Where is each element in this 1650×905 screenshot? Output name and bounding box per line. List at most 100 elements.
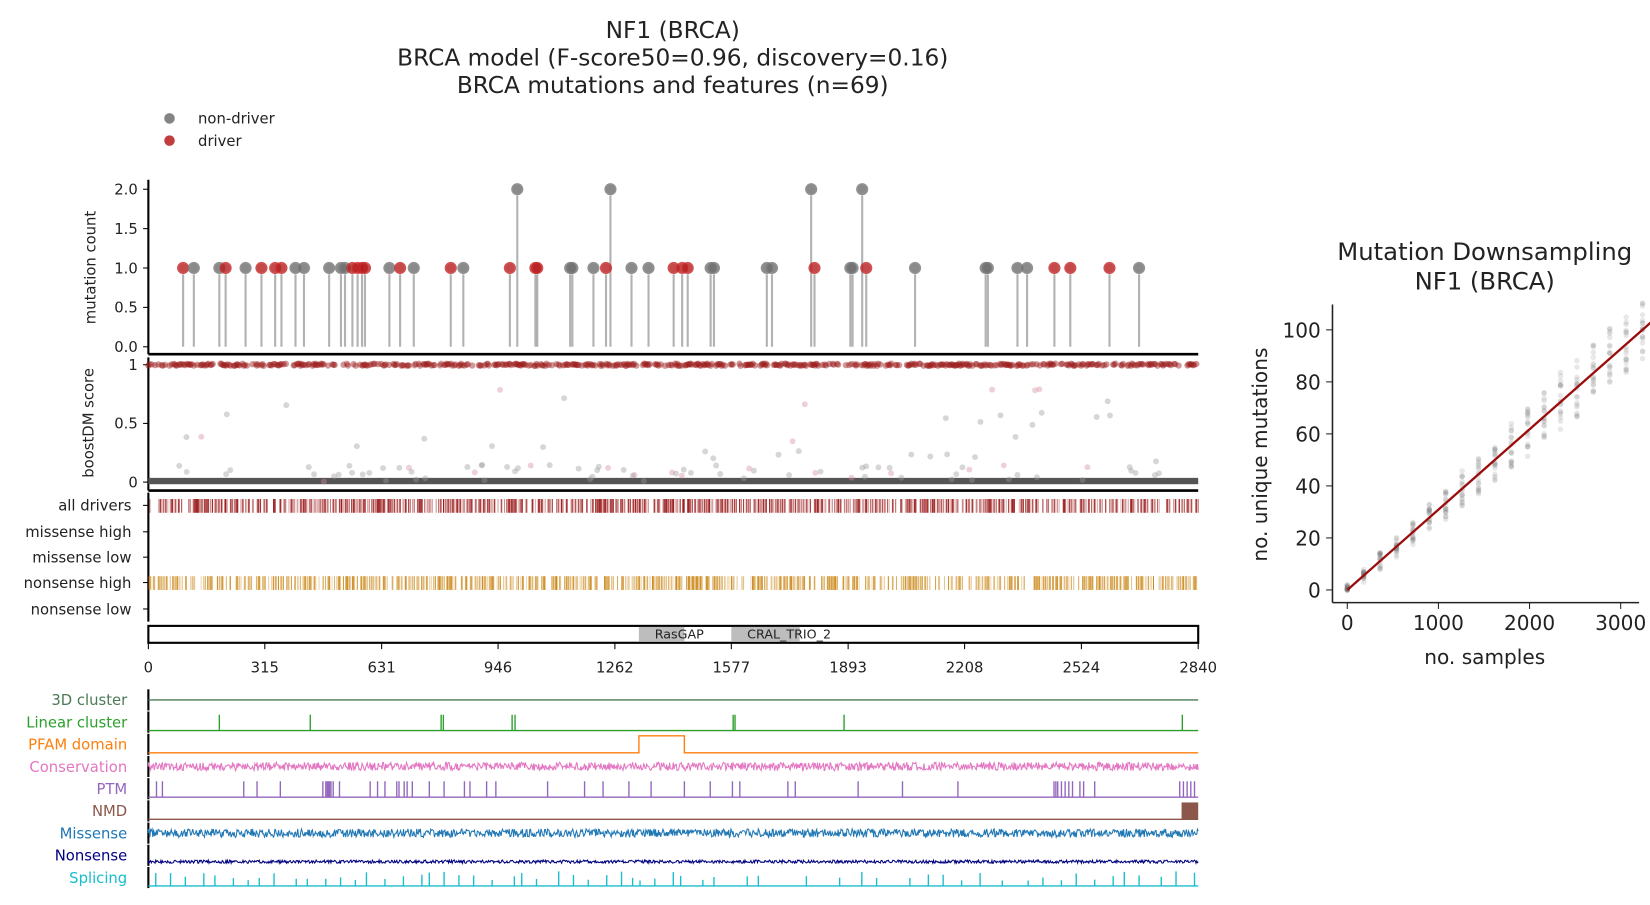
boostdm-point-driver — [708, 360, 715, 368]
boostdm-point — [1128, 467, 1135, 474]
boostdm-point-driver — [274, 362, 282, 369]
boostdm-point-driver — [749, 360, 756, 367]
downsampling-point — [1639, 335, 1646, 342]
downsampling-point — [1639, 340, 1646, 346]
boostdm-point-driver — [340, 361, 347, 368]
boostdm-point-driver — [457, 360, 465, 367]
boostdm-point-driver — [718, 362, 725, 369]
downsampling-point — [1524, 444, 1531, 450]
boostdm-point-driver — [1193, 360, 1200, 368]
x-tick-label: 2208 — [946, 659, 984, 676]
downsampling-point — [1377, 550, 1383, 556]
boostdm-point-driver — [996, 360, 1004, 368]
boostdm-point-driver — [447, 360, 455, 367]
boostdm-point-driver — [159, 362, 166, 369]
downsampling-point — [1410, 534, 1416, 541]
lollipop-head-non-driver — [856, 183, 869, 196]
downsampling-point — [1541, 430, 1547, 437]
boostdm-point-driver — [503, 361, 510, 369]
boostdm-point — [481, 477, 488, 484]
downsampling-point — [1377, 551, 1383, 558]
downsampling-point — [1541, 398, 1547, 404]
boostdm-point-driver — [930, 362, 937, 369]
boostdm-point — [413, 476, 420, 483]
boostdm-point-driver — [500, 361, 507, 369]
boostdm-point-driver — [942, 362, 949, 369]
downsampling-point — [1557, 373, 1564, 379]
boostdm-point — [380, 465, 386, 472]
boostdm-point — [514, 465, 521, 472]
downsampling-point — [1442, 506, 1449, 512]
boostdm-point-driver — [797, 361, 804, 369]
boostdm-point — [497, 386, 504, 393]
boostdm-point-driver — [1050, 361, 1057, 368]
boostdm-point-driver — [597, 362, 605, 369]
boostdm-point-driver — [239, 360, 246, 367]
downsampling-point — [1393, 551, 1400, 558]
boostdm-point-driver — [533, 360, 540, 368]
boostdm-point-driver — [314, 361, 322, 368]
boostdm-point-driver — [667, 361, 674, 368]
boostdm-point-driver — [582, 361, 589, 369]
boostdm-point-driver — [422, 360, 429, 368]
downsampling-point — [1524, 409, 1531, 415]
boostdm-point — [227, 467, 234, 474]
title-line-3: BRCA mutations and features (n=69) — [457, 72, 889, 99]
boostdm-point-driver — [199, 361, 206, 368]
boostdm-point-driver — [475, 362, 483, 369]
downsampling-point — [1492, 471, 1498, 478]
boostdm-point-driver — [781, 360, 789, 367]
x-tick-label: 1262 — [596, 659, 634, 676]
boostdm-point — [383, 477, 389, 484]
boostdm-point-driver — [1158, 360, 1166, 368]
boostdm-point-driver — [572, 361, 579, 368]
boostdm-point-driver — [848, 360, 855, 368]
boostdm-point — [710, 455, 717, 462]
boostdm-point-driver — [534, 362, 541, 369]
boostdm-point-driver — [443, 360, 450, 368]
boostdm-point-driver — [846, 361, 853, 369]
downsampling-point — [1623, 329, 1629, 335]
boostdm-point-driver — [1118, 362, 1126, 369]
boostdm-point-driver — [317, 361, 324, 368]
boostdm-point-driver — [374, 360, 382, 368]
boostdm-point-driver — [481, 362, 488, 369]
boostdm-point-driver — [927, 362, 934, 369]
boostdm-point-driver — [1157, 360, 1165, 368]
boostdm-point-driver — [830, 361, 837, 368]
boostdm-point-driver — [598, 361, 606, 368]
boostdm-point-driver — [507, 361, 515, 369]
boostdm-point-driver — [917, 360, 924, 367]
boostdm-point — [859, 464, 866, 471]
lollipop-head-non-driver — [587, 261, 600, 275]
boostdm-point-driver — [696, 361, 703, 369]
downsampling-point — [1393, 554, 1400, 560]
boostdm-point-driver — [569, 361, 577, 368]
boostdm-point-driver — [1188, 361, 1196, 368]
boostdm-point-driver — [932, 361, 939, 369]
downsampling-point — [1475, 456, 1482, 462]
boostdm-point — [775, 451, 782, 458]
boostdm-point-driver — [421, 361, 428, 368]
downsampling-point — [1541, 434, 1547, 441]
track-label-NMD: NMD — [92, 803, 127, 820]
boostdm-point-driver — [868, 361, 875, 368]
downsampling-point — [1426, 506, 1433, 513]
boostdm-point — [198, 433, 205, 440]
boostdm-point-driver — [209, 360, 216, 368]
boostdm-point-driver — [1064, 361, 1071, 368]
downsampling-point — [1426, 519, 1433, 526]
boostdm-point-driver — [1020, 362, 1027, 369]
boostdm-point-driver — [172, 362, 180, 369]
x-tick-label: 2840 — [1179, 659, 1217, 676]
boostdm-point-driver — [853, 361, 861, 368]
boostdm-point — [886, 464, 893, 471]
lollipop-head-driver — [255, 261, 268, 275]
boostdm-point-driver — [760, 360, 768, 367]
boostdm-point — [953, 471, 960, 478]
boostdm-point — [1153, 458, 1159, 465]
y-tick-label: 1.5 — [114, 221, 138, 238]
downsampling-point — [1606, 350, 1613, 357]
boostdm-point-driver — [268, 362, 275, 369]
track-label-Conservation: Conservation — [29, 759, 127, 776]
